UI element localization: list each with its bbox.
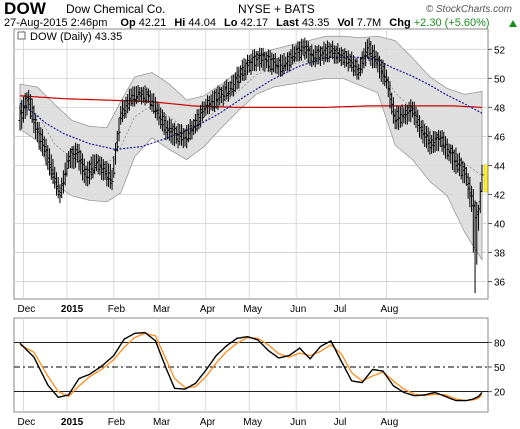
stockcharts-credit[interactable]: © StockCharts.com bbox=[425, 4, 512, 15]
price-axis-label: 50 bbox=[494, 74, 506, 85]
price-axis-label: 38 bbox=[494, 249, 506, 260]
price-axis-label: 46 bbox=[494, 132, 506, 143]
price-axis-label: 44 bbox=[494, 161, 506, 172]
stochastic-panel: Dec 2015 Feb Mar Apr May Jun Jul Aug 20 50 80 bbox=[13, 317, 506, 428]
bollinger-midline bbox=[19, 56, 483, 176]
x-axis-label: Mar bbox=[153, 417, 171, 428]
x-axis-label: Jul bbox=[334, 417, 347, 428]
low-value: 42.17 bbox=[240, 17, 269, 29]
price-axis-label: 42 bbox=[494, 190, 506, 201]
open-label: Op bbox=[120, 17, 136, 29]
x-axis-label: Apr bbox=[200, 304, 216, 315]
high-label: Hi bbox=[174, 17, 186, 29]
price-panel: 36 38 40 42 44 46 48 50 52 Dec 2015 Feb Mar Apr May Jun… bbox=[13, 28, 506, 315]
price-axis-label: 52 bbox=[494, 45, 506, 56]
ma50-line bbox=[19, 55, 483, 151]
price-axis-label: 36 bbox=[494, 278, 506, 289]
price-axis-label: 48 bbox=[494, 103, 506, 114]
x-axis-label: May bbox=[243, 304, 262, 315]
bollinger-band bbox=[19, 35, 483, 262]
quote-date: 27-Aug-2015 2:46pm bbox=[4, 17, 108, 29]
last-bar-highlight bbox=[483, 164, 488, 193]
x-axis-label: 2015 bbox=[61, 417, 84, 428]
last-value: 43.35 bbox=[301, 17, 330, 29]
x-axis-label: Jul bbox=[334, 304, 347, 315]
x-axis-label: 2015 bbox=[61, 304, 84, 315]
change-value: +2.30 (+5.60%) bbox=[413, 17, 490, 29]
last-label: Last bbox=[276, 17, 299, 29]
stochastic-plot-area bbox=[13, 317, 489, 413]
x-axis-label: Jun bbox=[290, 304, 306, 315]
volume-label: Vol bbox=[337, 17, 354, 29]
change-label: Chg bbox=[389, 17, 411, 29]
exchange-label: NYSE + BATS bbox=[238, 2, 315, 16]
company-name: Dow Chemical Co. bbox=[66, 2, 166, 16]
x-axis-label: May bbox=[243, 417, 262, 428]
x-axis-label: Mar bbox=[153, 304, 171, 315]
x-axis-label: Jun bbox=[290, 417, 306, 428]
volume-value: 7.7M bbox=[356, 17, 382, 29]
chart-header: DOW Dow Chemical Co. NYSE + BATS © Stock… bbox=[0, 0, 520, 40]
up-arrow-icon bbox=[509, 20, 517, 27]
stoch-axis-label: 50 bbox=[494, 363, 506, 374]
x-axis-label: Feb bbox=[108, 417, 126, 428]
stoch-axis-label: 20 bbox=[494, 388, 506, 399]
x-axis-label: Aug bbox=[380, 304, 398, 315]
ohlc-bars bbox=[18, 37, 488, 294]
legend-swatch bbox=[17, 31, 26, 40]
stoch-axis-label: 80 bbox=[494, 338, 506, 349]
x-axis-label: Dec bbox=[17, 304, 35, 315]
quote-line: 27-Aug-2015 2:46pm Op 42.21 Hi 44.04 Lo … bbox=[4, 17, 490, 29]
stoch-k-line bbox=[19, 331, 483, 402]
price-legend: DOW (Daily) 43.35 bbox=[30, 31, 122, 43]
price-axis-label: 40 bbox=[494, 220, 506, 231]
open-value: 42.21 bbox=[138, 17, 167, 29]
ticker-symbol: DOW bbox=[4, 0, 47, 18]
low-label: Lo bbox=[224, 17, 238, 29]
ma200-line bbox=[19, 95, 483, 109]
x-axis-label: Dec bbox=[17, 417, 35, 428]
high-value: 44.04 bbox=[188, 17, 216, 29]
x-axis-label: Apr bbox=[200, 417, 216, 428]
x-axis-label: Feb bbox=[108, 304, 126, 315]
x-axis-label: Aug bbox=[380, 417, 398, 428]
